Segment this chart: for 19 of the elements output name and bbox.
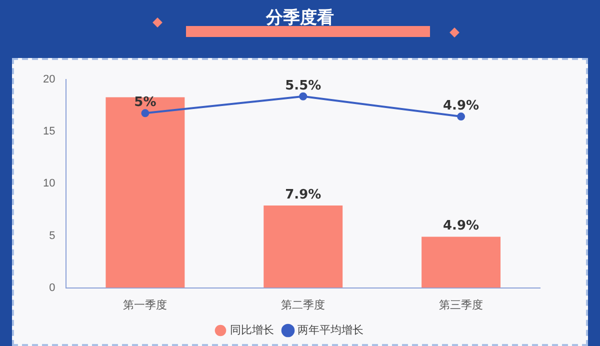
bar: [264, 206, 343, 288]
data-label: 4.9%: [443, 218, 480, 234]
data-label: 4.9%: [443, 98, 480, 114]
legend-label: 两年平均增长: [298, 324, 364, 337]
y-tick-label: 20: [42, 74, 56, 86]
legend-label: 同比增长: [230, 324, 274, 337]
x-tick-label: 第二季度: [281, 298, 326, 312]
y-tick-label: 0: [49, 282, 56, 294]
chart-title: 分季度看: [264, 7, 335, 29]
bar: [106, 97, 185, 288]
data-label: 7.9%: [285, 187, 322, 202]
y-tick-label: 15: [42, 126, 56, 138]
x-tick-label: 第一季度: [123, 298, 168, 312]
data-label: 5.5%: [285, 78, 322, 94]
data-label: 5%: [134, 95, 156, 110]
x-tick-label: 第三季度: [439, 298, 484, 312]
bar: [422, 236, 501, 288]
y-tick-label: 5: [49, 230, 56, 242]
y-tick-label: 10: [42, 178, 56, 190]
